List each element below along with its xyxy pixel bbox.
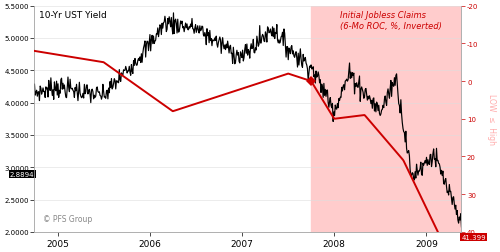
Bar [311,7,480,232]
Text: 41.399: 41.399 [462,234,486,240]
Text: Initial Jobless Claims
(6-Mo ROC, %, Inverted): Initial Jobless Claims (6-Mo ROC, %, Inv… [340,11,442,31]
Y-axis label: LOW  ≤  High: LOW ≤ High [487,94,496,145]
Text: 10-Yr UST Yield: 10-Yr UST Yield [38,11,106,20]
Text: © PFS Group: © PFS Group [43,214,92,223]
Text: 2.8894: 2.8894 [10,172,34,178]
